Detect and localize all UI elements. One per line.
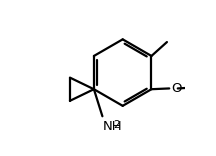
Text: NH: NH xyxy=(103,120,123,133)
Text: O: O xyxy=(172,82,182,95)
Text: 2: 2 xyxy=(113,120,119,130)
